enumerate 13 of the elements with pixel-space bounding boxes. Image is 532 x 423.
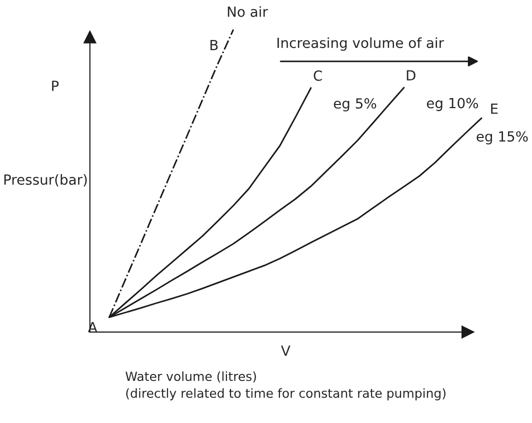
annotation: D (406, 70, 416, 80)
annotation: eg 10% (426, 98, 478, 112)
x-axis-title: V (281, 346, 290, 356)
text: Water volume (litres) (directly related to time for constant rate pumping) (126, 371, 446, 400)
text: P (52, 80, 59, 91)
annotation: C (314, 70, 322, 81)
annotation: B (210, 40, 218, 50)
annotation: eg 5% (334, 98, 376, 112)
annotation: eg 15% (476, 131, 528, 144)
y-axis-title: Pressur(bar) (4, 174, 87, 186)
text: E (491, 104, 498, 114)
text: No air (228, 6, 268, 17)
annotation: Increasing volume of air (278, 37, 444, 51)
